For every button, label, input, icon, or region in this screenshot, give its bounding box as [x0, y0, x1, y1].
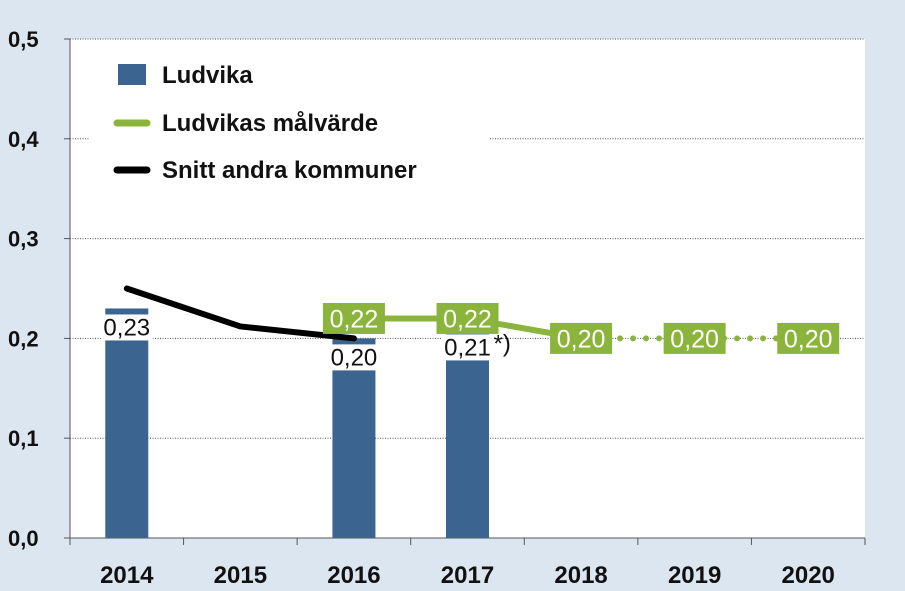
x-tick-label: 2017: [441, 562, 494, 589]
y-tick-label: 0,5: [8, 27, 39, 52]
target-label-bg: [777, 322, 840, 354]
bar: [332, 338, 376, 538]
legend-box: [90, 52, 490, 200]
x-tick-label: 2016: [327, 562, 380, 589]
series-line-snitt: [123, 285, 357, 342]
x-tick-label: 2020: [782, 562, 835, 589]
bar-data-label: 0,21: [444, 334, 491, 361]
target-data-label: 0,20: [670, 325, 719, 353]
x-tick-label: 2015: [214, 562, 267, 589]
y-tick-label: 0,3: [8, 227, 39, 252]
bar: [446, 328, 489, 538]
bar-data-label: 0,23: [103, 314, 150, 341]
target-label-bg: [322, 302, 385, 334]
legend-swatch-ludvika: [118, 64, 146, 85]
axes: 0,0 0,1 0,2 0,3 0,4 0,5 2014 2015 2016 2017 2018 20…: [8, 27, 866, 589]
x-tick-label: 2019: [668, 562, 721, 589]
target-label-bg: [436, 302, 499, 334]
legend: Ludvika Ludvikas målvärde Snitt andra ko…: [90, 52, 490, 200]
bars: [105, 308, 489, 538]
y-tick-label: 0,2: [8, 326, 39, 351]
bar-data-label-note: *): [494, 330, 511, 357]
target-data-label: 0,20: [784, 325, 833, 353]
target-data-label: 0,22: [443, 305, 492, 333]
target-data-label: 0,20: [557, 325, 606, 353]
x-tick-label: 2014: [100, 562, 154, 589]
y-tick-label: 0,1: [8, 426, 39, 451]
data-labels: 0,230,20 0,21 *)0,22 0,220,20 0,20 0,20: [100, 302, 840, 371]
target-label-bg: [663, 322, 726, 354]
legend-label-snitt: Snitt andra kommuner: [162, 157, 417, 184]
legend-label-malvarde: Ludvikas målvärde: [162, 110, 378, 137]
bar-label-bg: [441, 334, 494, 361]
y-tick-label: 0,0: [8, 526, 39, 551]
target-data-label: 0,22: [330, 305, 379, 333]
bar: [105, 308, 149, 538]
y-tick-label: 0,4: [8, 127, 39, 152]
bar-label-bg: [100, 314, 153, 341]
bar-data-label: 0,20: [331, 344, 378, 371]
target-label-bg: [550, 322, 613, 354]
bar-label-bg: [327, 344, 380, 371]
x-tick-label: 2018: [554, 562, 607, 589]
legend-label-ludvika: Ludvika: [162, 62, 253, 89]
